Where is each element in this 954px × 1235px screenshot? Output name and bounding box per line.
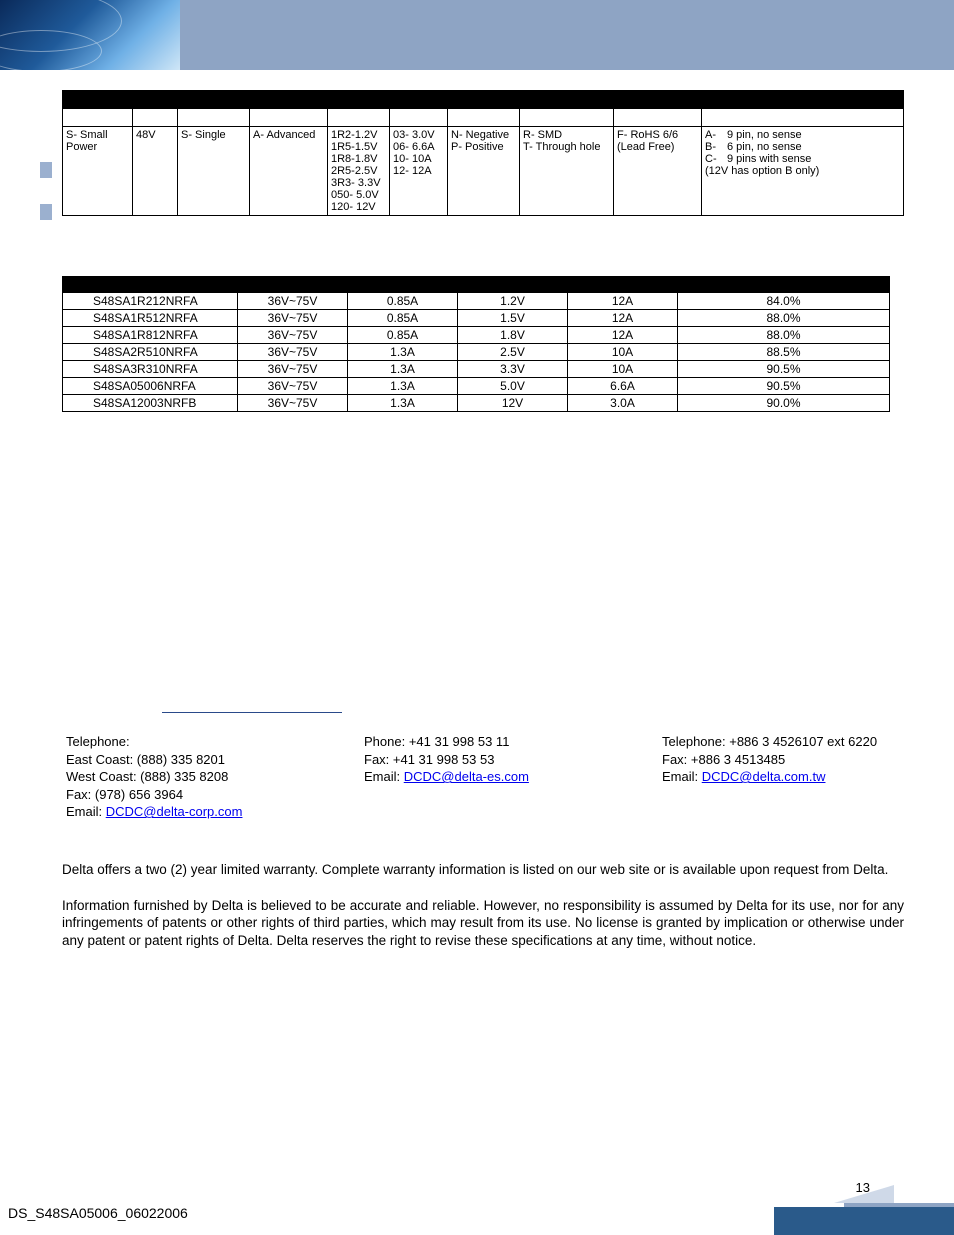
table-row: S48SA05006NRFA36V~75V1.3A5.0V6.6A90.5% xyxy=(63,378,890,395)
divider xyxy=(162,712,342,713)
side-marks xyxy=(40,162,52,246)
cell: 48V xyxy=(136,129,156,141)
table-row: S48SA3R310NRFA36V~75V1.3A3.3V10A90.5% xyxy=(63,361,890,378)
part-number-table: S 48 S A 1R2 03 N R F A S- Small Power 4… xyxy=(62,90,904,216)
table-row: S48SA1R812NRFA36V~75V0.85A1.8V12A88.0% xyxy=(63,327,890,344)
part-data-row: S- Small Power 48V S- Single A- Advanced… xyxy=(63,127,904,216)
document-code: DS_S48SA05006_06022006 xyxy=(8,1205,188,1221)
contact-asia: Telephone: +886 3 4526107 ext 6220 Fax: … xyxy=(662,733,900,821)
email-link-eu[interactable]: DCDC@delta-es.com xyxy=(404,769,529,784)
contact-eu: Phone: +41 31 998 53 11 Fax: +41 31 998 … xyxy=(364,733,602,821)
footer: DS_S48SA05006_06022006 13 xyxy=(0,1185,954,1235)
email-link-asia[interactable]: DCDC@delta.com.tw xyxy=(702,769,826,784)
header-band xyxy=(0,0,954,70)
model-header-row xyxy=(63,277,890,293)
footer-graphic xyxy=(774,1207,954,1235)
table-row: S48SA1R512NRFA36V~75V0.85A1.5V12A88.0% xyxy=(63,310,890,327)
part-header-row xyxy=(63,91,904,109)
email-link-usa[interactable]: DCDC@delta-corp.com xyxy=(106,804,243,819)
cell: F- RoHS 6/6 (Lead Free) xyxy=(617,129,678,153)
table-row: S48SA2R510NRFA36V~75V1.3A2.5V10A88.5% xyxy=(63,344,890,361)
header-graphic xyxy=(0,0,180,70)
table-row: S48SA1R212NRFA36V~75V0.85A1.2V12A84.0% xyxy=(63,293,890,310)
cell: N- Negative P- Positive xyxy=(451,129,509,153)
cell: S- Single xyxy=(181,129,226,141)
model-list-table: S48SA1R212NRFA36V~75V0.85A1.2V12A84.0% S… xyxy=(62,276,890,412)
cell: 1R2-1.2V 1R5-1.5V 1R8-1.8V 2R5-2.5V 3R3-… xyxy=(331,129,381,213)
contact-usa: Telephone: East Coast: (888) 335 8201 We… xyxy=(66,733,304,821)
options-cell: A-9 pin, no sense B-6 pin, no sense C-9 … xyxy=(702,127,904,216)
cell: R- SMD T- Through hole xyxy=(523,129,600,153)
part-spacer-row: S 48 S A 1R2 03 N R F A xyxy=(63,109,904,127)
cell: 03- 3.0V 06- 6.6A 10- 10A 12- 12A xyxy=(393,129,435,177)
cell: S- Small Power xyxy=(66,129,108,153)
table-row: S48SA12003NRFB36V~75V1.3A12V3.0A90.0% xyxy=(63,395,890,412)
contact-section: Telephone: East Coast: (888) 335 8201 We… xyxy=(62,712,904,821)
warranty-text: Delta offers a two (2) year limited warr… xyxy=(62,861,904,950)
cell: A- Advanced xyxy=(253,129,315,141)
footer-graphic xyxy=(834,1185,894,1203)
